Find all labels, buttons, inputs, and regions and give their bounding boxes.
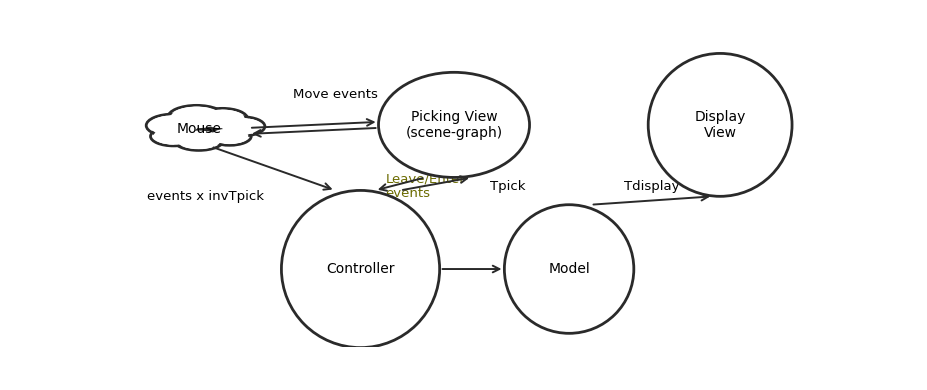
Circle shape [154, 128, 193, 144]
Circle shape [176, 131, 221, 149]
Circle shape [211, 129, 248, 144]
Circle shape [210, 128, 248, 144]
Ellipse shape [281, 190, 439, 347]
Circle shape [177, 131, 220, 149]
Circle shape [222, 118, 261, 135]
Circle shape [173, 129, 223, 151]
Text: Move events: Move events [293, 89, 377, 101]
Circle shape [171, 107, 222, 128]
Text: Picking View
(scene-graph): Picking View (scene-graph) [405, 110, 502, 140]
Text: Tdisplay: Tdisplay [623, 180, 679, 193]
Circle shape [200, 110, 244, 128]
Text: Mouse: Mouse [176, 122, 221, 136]
Text: Controller: Controller [326, 262, 394, 276]
Circle shape [171, 106, 222, 128]
Circle shape [222, 118, 261, 135]
Circle shape [219, 117, 264, 136]
Text: Leave/Enter
events: Leave/Enter events [386, 172, 465, 200]
Circle shape [149, 115, 197, 135]
Circle shape [200, 110, 245, 128]
Circle shape [146, 114, 200, 137]
Circle shape [153, 128, 194, 145]
Text: Tpick: Tpick [489, 180, 526, 193]
Circle shape [197, 108, 248, 129]
Circle shape [168, 105, 225, 129]
Circle shape [208, 127, 251, 145]
Circle shape [150, 127, 197, 146]
Text: events x invTpick: events x invTpick [147, 190, 264, 204]
Ellipse shape [504, 205, 633, 333]
Circle shape [149, 115, 197, 136]
Ellipse shape [648, 53, 792, 196]
Ellipse shape [378, 72, 529, 177]
Text: Display
View: Display View [693, 110, 745, 140]
Text: Model: Model [548, 262, 590, 276]
